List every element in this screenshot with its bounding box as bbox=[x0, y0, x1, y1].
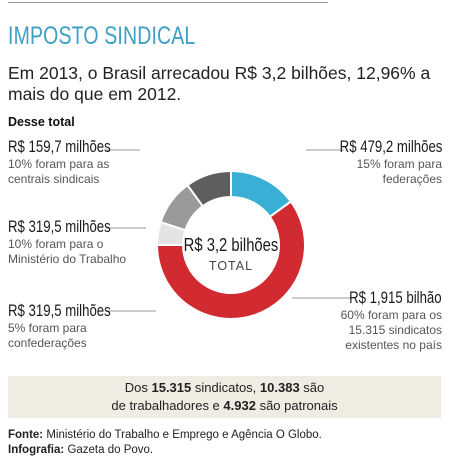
desc-confederacoes-2: confederações bbox=[8, 336, 87, 350]
slice-sindicatos bbox=[155, 200, 306, 320]
desc-centrais-2: centrais sindicais bbox=[8, 172, 100, 186]
desc-ministerio-2: Ministério do Trabalho bbox=[8, 252, 127, 266]
amount-confederacoes: R$ 319,5 milhões bbox=[8, 302, 111, 320]
top-rule bbox=[8, 2, 328, 3]
slice-centrais bbox=[186, 169, 232, 208]
note-number-employers: 4.932 bbox=[223, 398, 256, 413]
desc-ministerio-1: 10% foram para o bbox=[8, 237, 104, 251]
desc-sindicatos-1: 60% foram para os bbox=[340, 308, 442, 322]
desc-confederacoes-1: 5% foram para bbox=[8, 321, 87, 335]
label-centrais: R$ 159,7 milhões 10% foram para as centr… bbox=[8, 138, 136, 187]
desc-federacoes-2: federações bbox=[382, 172, 442, 186]
label-federacoes: R$ 479,2 milhões 15% foram para federaçõ… bbox=[314, 138, 442, 187]
unions-note: Dos 15.315 sindicatos, 10.383 são de tra… bbox=[8, 376, 441, 418]
chart-title: IMPOSTO SINDICAL bbox=[8, 22, 196, 50]
note-number-total: 15.315 bbox=[151, 380, 192, 395]
label-ministerio: R$ 319,5 milhões 10% foram para o Minist… bbox=[8, 218, 136, 267]
note-number-workers: 10.383 bbox=[259, 380, 300, 395]
label-sindicatos: R$ 1,915 bilhão 60% foram para os 15.315… bbox=[326, 289, 442, 353]
amount-centrais: R$ 159,7 milhões bbox=[8, 138, 111, 156]
source-credits: Fonte: Ministério do Trabalho e Emprego … bbox=[8, 428, 322, 458]
chart-subtitle: Em 2013, o Brasil arrecadou R$ 3,2 bilhõ… bbox=[8, 63, 431, 104]
note-line-2: de trabalhadores e 4.932 são patronais bbox=[111, 398, 338, 413]
desc-centrais-1: 10% foram para as bbox=[8, 157, 110, 171]
label-confederacoes: R$ 319,5 milhões 5% foram para confedera… bbox=[8, 302, 136, 351]
amount-ministerio: R$ 319,5 milhões bbox=[8, 218, 111, 236]
amount-federacoes: R$ 479,2 milhões bbox=[339, 138, 442, 156]
section-label: Desse total bbox=[8, 115, 75, 129]
amount-sindicatos: R$ 1,915 bilhão bbox=[349, 289, 442, 307]
desc-sindicatos-2: 15.315 sindicatos bbox=[348, 323, 442, 337]
center-amount: R$ 3,2 bilhões bbox=[184, 234, 279, 255]
note-line-1: Dos 15.315 sindicatos, 10.383 são bbox=[124, 380, 325, 395]
source-line: Fonte: Ministério do Trabalho e Emprego … bbox=[8, 429, 322, 441]
center-label: TOTAL bbox=[209, 259, 253, 273]
desc-sindicatos-3: existentes no país bbox=[345, 338, 442, 352]
desc-federacoes-1: 15% foram para bbox=[356, 157, 442, 171]
credit-line: Infografia: Gazeta do Povo. bbox=[8, 444, 154, 456]
